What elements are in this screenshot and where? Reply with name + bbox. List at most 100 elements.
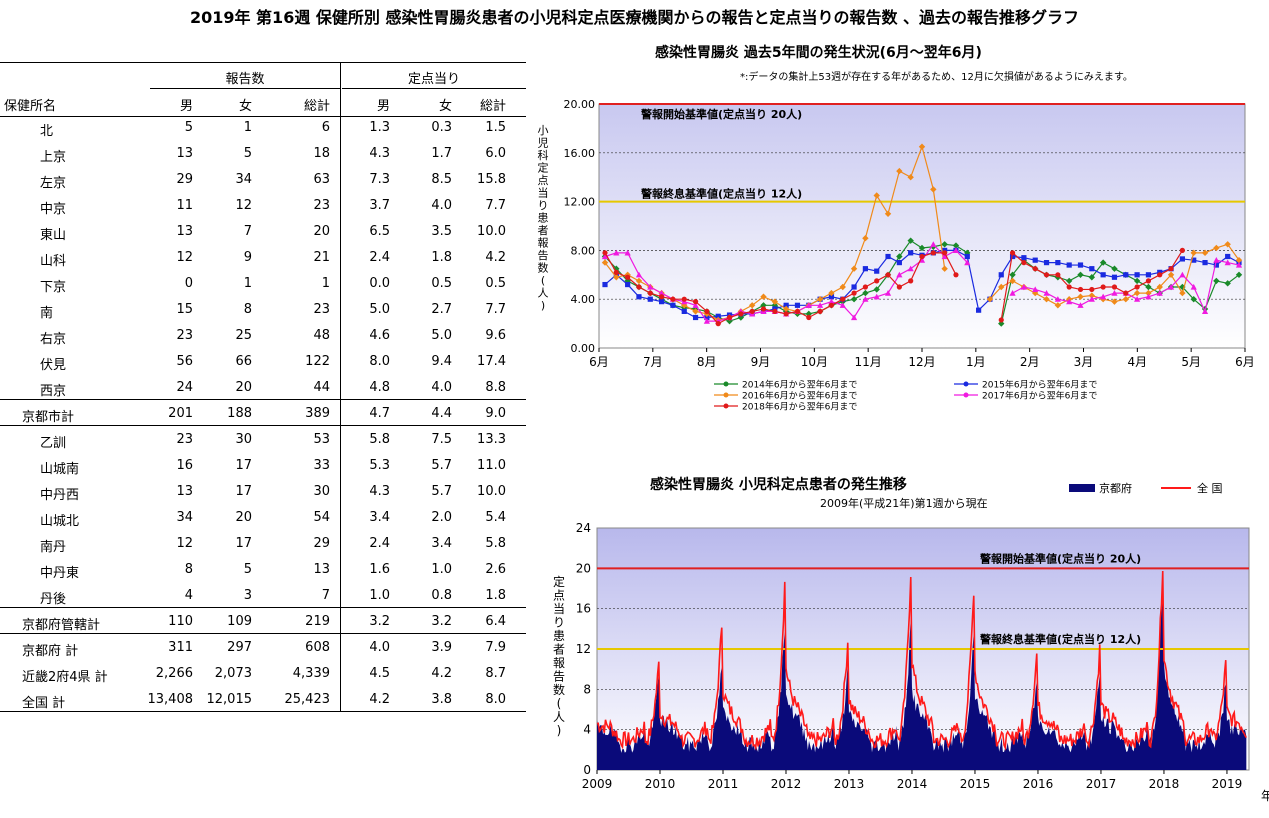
chart2-national-line <box>596 570 1247 751</box>
chart1-point <box>602 250 608 256</box>
chart1-point <box>1190 283 1197 290</box>
row-value: 10.0 <box>477 224 506 239</box>
row-value: 201 <box>168 406 193 421</box>
chart2-y-tick: 0 <box>583 763 591 777</box>
row-value: 48 <box>313 328 330 343</box>
row-value: 4.0 <box>431 380 452 395</box>
chart1-point <box>1009 253 1016 260</box>
row-value: 4 <box>184 588 193 603</box>
chart1-point <box>1167 283 1175 290</box>
row-value: 4.0 <box>431 198 452 213</box>
row-value: 6.0 <box>485 146 506 161</box>
row-value: 16 <box>176 458 193 473</box>
chart1-point <box>1145 278 1152 284</box>
chart2-ylabel-char: ( <box>557 697 562 711</box>
chart1-point <box>1213 262 1219 268</box>
chart2-x-tick: 2017 <box>1086 777 1117 791</box>
chart1-point <box>1224 259 1231 266</box>
chart1-x-tick: 3月 <box>1074 355 1094 369</box>
chart1-point <box>1077 293 1084 300</box>
chart1-point <box>1123 290 1129 296</box>
chart1-point <box>635 271 643 278</box>
chart1-point <box>715 313 721 319</box>
chart1-ylabel-char: 報 <box>538 237 549 250</box>
row-value: 3 <box>243 588 252 603</box>
chart1-point <box>681 308 687 314</box>
five-year-line-chart: 0.00 4.00 8.00 12.00 16.00 20.00 警報開始基準値(定点当り … <box>538 98 1255 413</box>
chart1-point <box>953 272 959 278</box>
chart1-point <box>704 308 710 314</box>
row-value: 29 <box>176 172 193 187</box>
table-rule <box>150 88 340 89</box>
row-value: 4.2 <box>431 666 452 681</box>
chart1-y-tick: 4.00 <box>571 293 596 306</box>
chart1-point <box>986 296 994 303</box>
chart1-point <box>1009 250 1016 256</box>
chart1-point <box>862 266 868 272</box>
chart2-x-tick: 2013 <box>834 777 865 791</box>
chart1-point <box>659 294 665 300</box>
row-value: 23 <box>176 328 193 343</box>
chart2-ylabel-char: 者 <box>553 643 565 657</box>
row-value: 5.0 <box>369 302 390 317</box>
chart1-point <box>874 278 880 284</box>
chart1-point <box>1179 271 1186 278</box>
chart2-x-tick: 2009 <box>582 777 613 791</box>
row-value: 1 <box>243 120 252 135</box>
chart1-point <box>1111 284 1118 290</box>
row-value: 5.8 <box>485 536 506 551</box>
chart1-ylabel-char: 患 <box>538 212 549 225</box>
header-col: 女 <box>238 99 252 114</box>
chart1-point <box>1111 290 1118 296</box>
chart1-legend-label: 2018年6月から翌年6月まで <box>742 401 857 413</box>
table-rule <box>0 116 526 117</box>
row-value: 297 <box>227 640 252 655</box>
row-value: 7.7 <box>485 302 506 317</box>
chart1-point <box>1145 293 1152 300</box>
chart1-point <box>1032 257 1038 263</box>
chart1-point <box>850 314 858 321</box>
chart2-ylabel-char: ) <box>557 724 562 738</box>
row-value: 20 <box>235 510 252 525</box>
chart1-point <box>658 290 665 296</box>
chart1-ylabel-char: 者 <box>538 224 549 237</box>
chart1-point <box>1213 257 1220 263</box>
chart1-point <box>681 296 687 302</box>
chart1-point <box>964 253 970 260</box>
chart1-point <box>1111 265 1118 272</box>
row-name: 山城北 <box>40 514 80 529</box>
chart1-point <box>624 249 631 256</box>
chart1-point <box>1202 260 1208 266</box>
row-value: 23 <box>176 432 193 447</box>
chart2-ylabel-char: 定 <box>553 574 565 589</box>
row-name: 乙訓 <box>40 436 67 451</box>
chart1-point <box>896 284 902 290</box>
chart2-ylabel-char: 報 <box>553 656 565 670</box>
row-value: 8.7 <box>485 666 506 681</box>
row-value: 1.8 <box>485 588 506 603</box>
chart1-point <box>1224 241 1231 248</box>
chart2-x-tick: 2012 <box>771 777 802 791</box>
row-value: 2,266 <box>155 666 193 681</box>
row-value: 110 <box>168 614 193 629</box>
chart1-ylabel-char: 定 <box>538 161 549 175</box>
row-value: 13 <box>176 484 193 499</box>
row-name: 南丹 <box>40 540 67 555</box>
row-value: 13,408 <box>147 692 194 707</box>
chart1-point <box>896 271 903 278</box>
chart1-legend-label: 2016年6月から翌年6月まで <box>742 390 857 402</box>
chart1-point <box>1021 255 1027 261</box>
chart1-point <box>850 296 858 303</box>
row-name: 京都市計 <box>22 410 75 425</box>
row-value: 11 <box>176 198 193 213</box>
chart1-point <box>1235 261 1243 268</box>
row-value: 10.0 <box>477 484 506 499</box>
row-value: 4,339 <box>292 666 330 681</box>
row-value: 2.7 <box>431 302 452 317</box>
chart1-y-tick: 20.00 <box>564 98 596 111</box>
row-value: 4.2 <box>369 692 390 707</box>
chart1-point <box>1066 298 1073 305</box>
chart2-y-tick: 20 <box>576 561 591 575</box>
chart1-point <box>918 244 926 252</box>
chart2-kyoto-area <box>597 582 1247 770</box>
